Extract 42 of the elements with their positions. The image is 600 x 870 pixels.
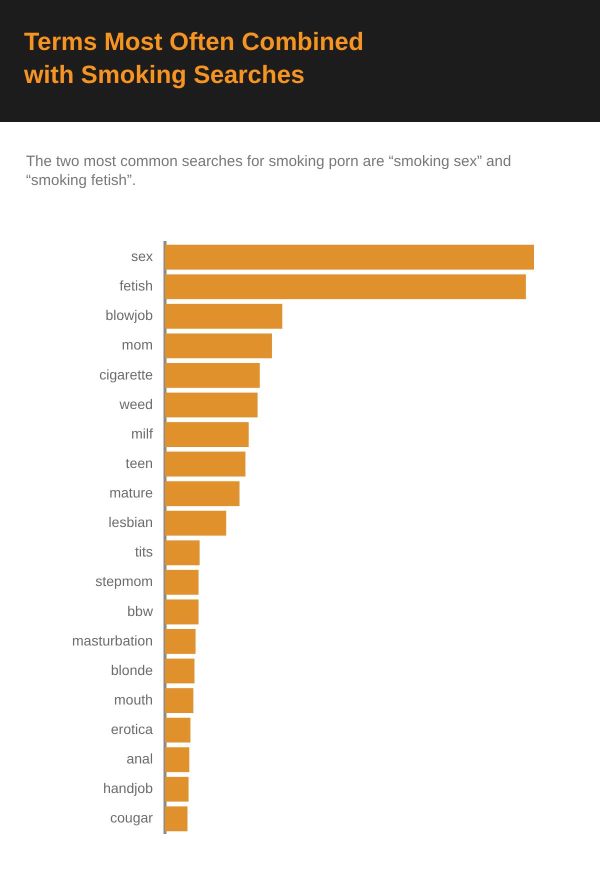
chart-title: Terms Most Often Combined with Smoking Searches: [24, 27, 365, 91]
y-tick-label: milf: [131, 425, 154, 442]
bar: [164, 481, 240, 506]
bar: [164, 718, 190, 743]
y-tick-label: stepmom: [95, 573, 153, 590]
chart-subtitle: The two most common searches for smoking porn are “smoking sex” and “smoking fetish”.: [26, 152, 512, 190]
bar: [164, 333, 272, 358]
bar: [164, 747, 190, 772]
bar: [164, 806, 188, 832]
y-tick-label: cougar: [110, 810, 154, 826]
y-tick-label: masturbation: [72, 632, 153, 648]
bar: [164, 452, 246, 477]
bar: [164, 422, 249, 447]
y-tick-label: lesbian: [108, 514, 153, 530]
y-tick-label: fetish: [119, 278, 153, 294]
y-tick-label: erotica: [110, 721, 154, 737]
bar: [164, 688, 194, 713]
y-tick-label: cigarette: [99, 366, 154, 382]
y-tick-label: blonde: [110, 662, 154, 678]
y-tick-label: weed: [118, 396, 153, 412]
bar: [164, 392, 258, 418]
y-tick-label: mature: [109, 484, 154, 501]
y-tick-label: blowjob: [105, 307, 154, 324]
y-tick-label: sex: [131, 248, 153, 264]
y-tick-label: bbw: [127, 602, 154, 619]
bar: [164, 658, 194, 684]
y-tick-label: tits: [135, 544, 153, 560]
y-tick-label: mouth: [114, 691, 153, 708]
bar: [164, 274, 526, 300]
bar: [164, 629, 196, 654]
bar: [164, 363, 260, 388]
bar: [164, 540, 200, 566]
bar: [164, 599, 199, 624]
y-tick-label: mom: [122, 336, 153, 353]
y-tick-label: anal: [126, 750, 153, 767]
bar: [164, 776, 189, 802]
y-tick-label: teen: [126, 454, 153, 471]
bar: [164, 244, 534, 270]
bar: [164, 304, 282, 329]
bar: [164, 570, 199, 595]
y-tick-label: handjob: [103, 780, 154, 796]
bar: [164, 510, 226, 536]
